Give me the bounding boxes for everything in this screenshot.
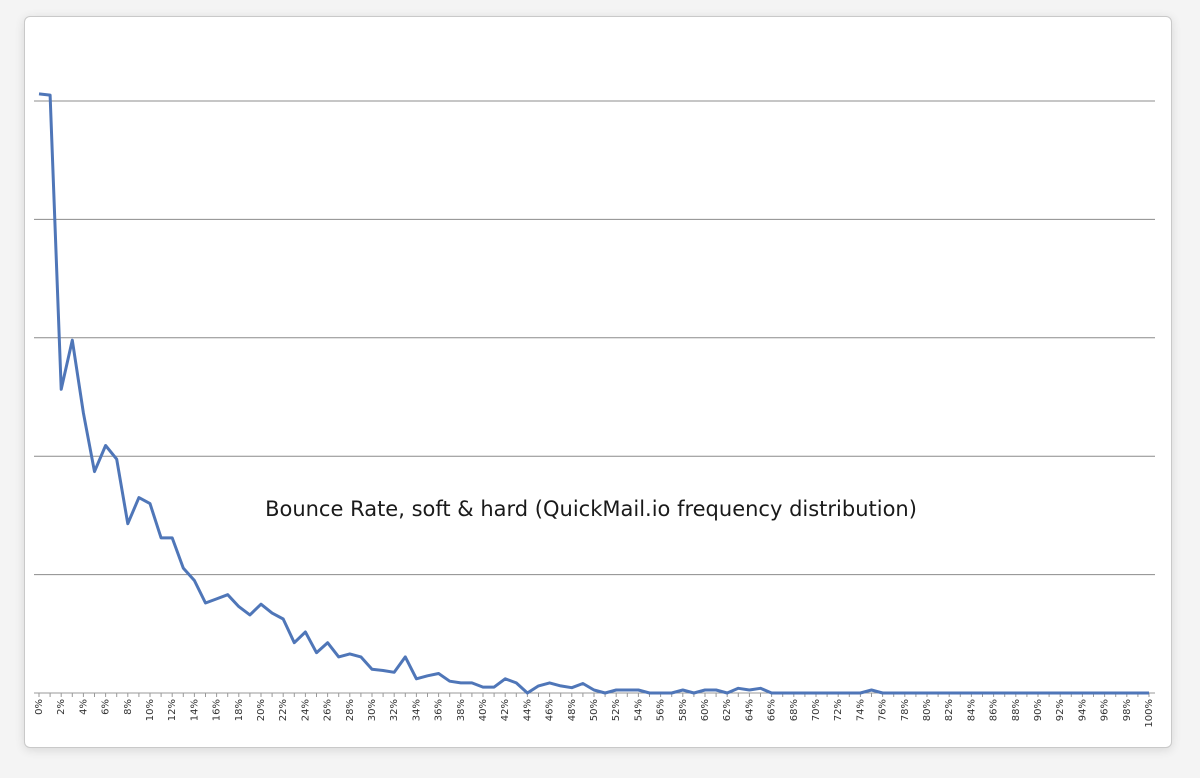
x-tick-label: 62%: [722, 699, 733, 721]
x-tick-label: 28%: [345, 699, 356, 721]
x-tick-labels: 0% 2% 4% 6% 8% 10% 12% 14% 16% 18% 20% 22% 24% 26% 28%…: [34, 699, 1155, 728]
x-tick-label: 44%: [522, 699, 533, 721]
bounce-rate-series-line: [38, 92, 1149, 695]
x-tick-label: 64%: [744, 699, 755, 721]
x-tick-label: 82%: [944, 699, 955, 721]
x-tick-label: 24%: [300, 699, 311, 721]
x-tick-label: 38%: [456, 699, 467, 721]
x-tick-label: 54%: [633, 699, 644, 721]
gridlines: [34, 100, 1155, 576]
x-tick-label: 90%: [1033, 699, 1044, 721]
x-tick-label: 40%: [478, 699, 489, 721]
x-tick-label: 70%: [811, 699, 822, 721]
x-tick-label: 18%: [234, 699, 245, 721]
x-tick-label: 6%: [101, 699, 112, 715]
x-tick-label: 26%: [323, 699, 334, 721]
x-tick-label: 2%: [56, 699, 67, 715]
x-tick-label: 48%: [567, 699, 578, 721]
x-tick-label: 32%: [389, 699, 400, 721]
x-tick-label: 76%: [878, 699, 889, 721]
x-tick-label: 60%: [700, 699, 711, 721]
x-tick-label: 66%: [767, 699, 778, 721]
x-tick-label: 36%: [434, 699, 445, 721]
x-tick-label: 96%: [1100, 699, 1111, 721]
x-tick-label: 4%: [78, 699, 89, 715]
x-tick-label: 22%: [278, 699, 289, 721]
x-tick-label: 74%: [855, 699, 866, 721]
x-tick-label: 8%: [123, 699, 134, 715]
x-tick-label: 20%: [256, 699, 267, 721]
x-tick-label: 56%: [656, 699, 667, 721]
chart-title: Bounce Rate, soft & hard (QuickMail.io f…: [265, 497, 917, 521]
x-tick-label: 88%: [1011, 699, 1022, 721]
x-tick-label: 72%: [833, 699, 844, 721]
x-tick-label: 94%: [1077, 699, 1088, 721]
x-tick-label: 30%: [367, 699, 378, 721]
x-tick-label: 52%: [611, 699, 622, 721]
x-tick-label: 100%: [1144, 699, 1155, 728]
x-tick-label: 80%: [922, 699, 933, 721]
x-tick-label: 92%: [1055, 699, 1066, 721]
x-tick-label: 68%: [789, 699, 800, 721]
x-tick-label: 98%: [1122, 699, 1133, 721]
x-tick-label: 86%: [989, 699, 1000, 721]
chart-card: [24, 16, 1172, 748]
x-tick-label: 50%: [589, 699, 600, 721]
x-tick-label: 42%: [500, 699, 511, 721]
x-tick-label: 58%: [678, 699, 689, 721]
x-tick-label: 34%: [411, 699, 422, 721]
x-tick-label: 10%: [145, 699, 156, 721]
x-tick-label: 46%: [545, 699, 556, 721]
x-tick-label: 84%: [966, 699, 977, 721]
x-tick-label: 78%: [900, 699, 911, 721]
x-tick-label: 12%: [167, 699, 178, 721]
x-tick-label: 16%: [212, 699, 223, 721]
x-tick-label: 0%: [34, 699, 45, 715]
x-tick-label: 14%: [189, 699, 200, 721]
